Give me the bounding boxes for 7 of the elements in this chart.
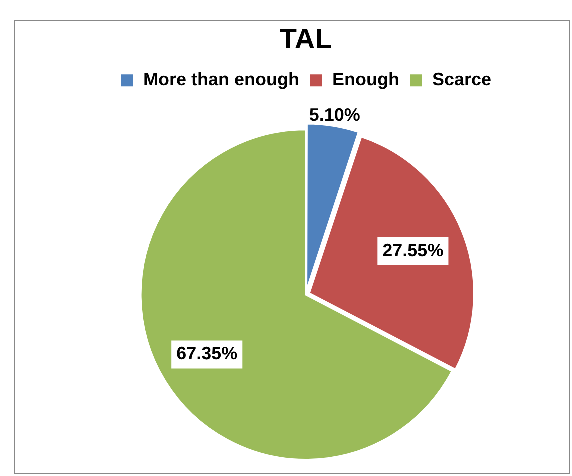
data-label: 5.10% <box>309 104 360 125</box>
legend-label: Enough <box>332 70 400 90</box>
data-label: 67.35% <box>176 344 238 364</box>
legend-label: Scarce <box>432 70 492 90</box>
data-label: 27.55% <box>382 240 444 260</box>
chart-title: TAL <box>280 24 332 55</box>
legend-label: More than enough <box>143 70 300 90</box>
